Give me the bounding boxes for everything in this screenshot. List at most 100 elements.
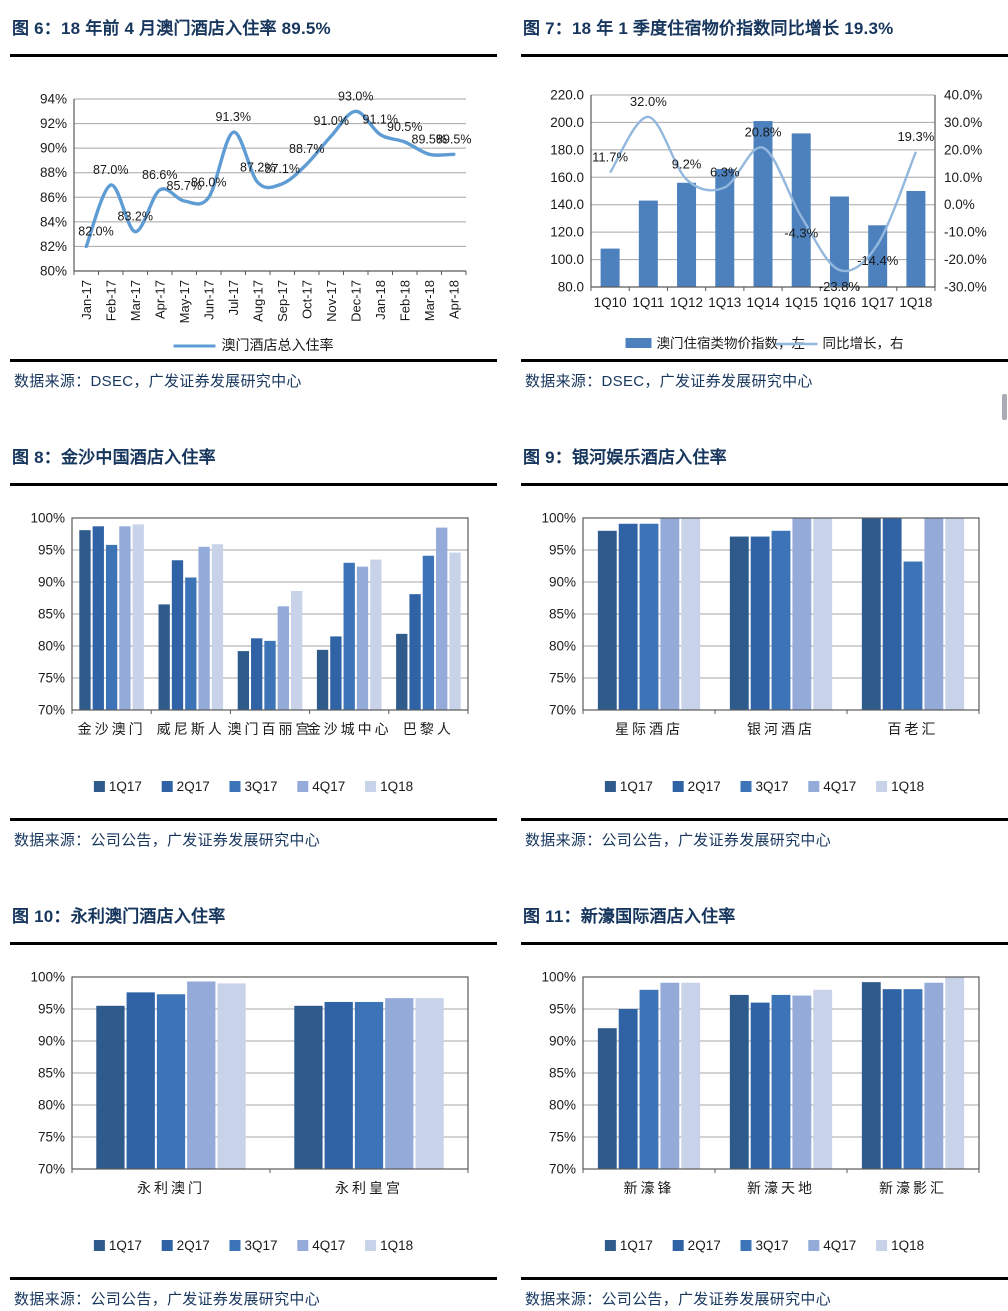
occupancy-trend-line <box>84 109 456 249</box>
x-tick-label: Jun-17 <box>201 280 216 320</box>
x-tick-label: 1Q15 <box>785 295 818 310</box>
legend-label: 3Q17 <box>244 779 277 794</box>
occupancy-bar <box>660 982 680 1169</box>
occupancy-bar <box>771 530 791 710</box>
right-y-tick-label: 30.0% <box>944 115 982 130</box>
legend-swatch <box>297 781 309 792</box>
occupancy-bar <box>681 982 701 1169</box>
legend-label: 2Q17 <box>177 779 210 794</box>
x-tick-label: Jul-17 <box>226 280 241 315</box>
data-point-label: -23.8% <box>819 279 861 294</box>
occupancy-bar <box>251 638 263 710</box>
legend-label: 1Q17 <box>620 779 653 794</box>
category-label: 金沙城中心 <box>307 721 392 737</box>
y-tick-label: 70% <box>549 1162 576 1177</box>
occupancy-bar <box>903 561 923 710</box>
occupancy-bar <box>290 590 303 710</box>
y-tick-label: 95% <box>38 543 65 558</box>
legend: 1Q17 2Q17 3Q17 4Q17 1Q18 <box>93 779 413 794</box>
y-tick-label: 80% <box>40 264 67 279</box>
index-bar <box>868 225 888 287</box>
melco-bar-chart: 70% 75% 80% 85% 90% 95% 100% 新濠锋 新濠天地 新濠影汇 1Q17 2Q1… <box>541 970 980 1253</box>
y-tick-label: 80% <box>549 1098 576 1113</box>
occupancy-bar <box>882 518 902 710</box>
legend-label: 1Q17 <box>109 1238 142 1253</box>
data-point-label: 32.0% <box>630 94 667 109</box>
footer-rule <box>10 359 497 362</box>
chart-area: 70% 75% 80% 85% 90% 95% 100% 新濠锋 新濠天地 新濠影汇 1Q17 2Q1… <box>521 945 1008 1277</box>
y-tick-label: 82% <box>40 239 67 254</box>
sands-china-bar-chart: 70% 75% 80% 85% 90% 95% 100% 金沙澳门 威尼斯人 澳门百丽宫金沙城中心… <box>30 511 469 794</box>
y-tick-label: 85% <box>549 607 576 622</box>
x-tick-label: Nov-17 <box>324 280 339 322</box>
occupancy-bar <box>409 594 421 710</box>
occupancy-bar <box>237 651 250 710</box>
occupancy-bar <box>126 992 155 1169</box>
occupancy-bar <box>924 982 944 1169</box>
title-rule <box>10 54 497 57</box>
right-y-tick-label: -30.0% <box>944 280 987 295</box>
x-tick-label: Apr-18 <box>446 280 461 319</box>
occupancy-bar <box>813 989 833 1169</box>
category-label: 金沙澳门 <box>78 721 146 737</box>
x-tick-label: Jan-17 <box>79 280 94 320</box>
legend-label: 同比增长，右 <box>823 336 904 351</box>
title-rule <box>10 483 497 486</box>
occupancy-bar <box>449 552 461 710</box>
occupancy-bar <box>92 526 104 710</box>
right-y-tick-label: -20.0% <box>944 252 987 267</box>
figure-title: 图 10：永利澳门酒店入住率 <box>12 907 226 926</box>
y-tick-label: 92% <box>40 116 67 131</box>
data-point-label: 88.7% <box>289 142 324 156</box>
occupancy-bar <box>324 1001 353 1169</box>
data-point-label: 20.8% <box>745 125 782 140</box>
x-tick-label: Aug-17 <box>250 280 265 322</box>
occupancy-bar <box>294 1005 323 1169</box>
x-tick-label: Dec-17 <box>348 280 363 322</box>
legend-label: 2Q17 <box>177 1238 210 1253</box>
y-tick-label: 94% <box>40 92 67 107</box>
left-y-tick-label: 120.0 <box>550 225 584 240</box>
footer-rule <box>10 818 497 821</box>
panel-fig6: 图 6：18 年前 4 月澳门酒店入住率 89.5% 80% 82% 84% 86% 8… <box>10 8 497 393</box>
y-tick-label: 80% <box>38 1098 65 1113</box>
occupancy-bar <box>750 1002 770 1169</box>
data-point-label: 86.6% <box>142 168 177 182</box>
occupancy-bar <box>813 518 833 710</box>
y-tick-label: 100% <box>30 511 65 526</box>
category-label: 澳门百丽宫 <box>228 721 313 737</box>
figure-title: 图 11：新濠国际酒店入住率 <box>523 907 736 926</box>
legend-swatch <box>297 1240 309 1251</box>
occupancy-bar <box>618 1009 638 1169</box>
footer-rule <box>10 1277 497 1280</box>
source-note: 数据来源：DSEC，广发证券发展研究中心 <box>14 373 302 390</box>
legend-bar-swatch <box>625 338 652 348</box>
y-tick-label: 90% <box>40 141 67 156</box>
left-y-tick-label: 100.0 <box>550 252 584 267</box>
chart-area: 80.0 100.0 120.0 140.0 160.0 180.0 200.0 220.0 -… <box>521 57 1008 359</box>
legend-label: 1Q18 <box>380 1238 413 1253</box>
data-point-label: -4.3% <box>784 226 818 241</box>
panel-fig7: 图 7：18 年 1 季度住宿物价指数同比增长 19.3% 80.0 100.0 1… <box>521 8 1008 393</box>
y-tick-label: 75% <box>549 671 576 686</box>
y-tick-label: 95% <box>38 1002 65 1017</box>
y-tick-label: 80% <box>38 639 65 654</box>
chart-area: 70% 75% 80% 85% 90% 95% 100% 星际酒店 银河酒店 百老汇 1Q17 2Q1… <box>521 486 1008 818</box>
plot-border <box>582 517 980 711</box>
occupancy-line-chart: 80% 82% 84% 86% 88% 90% 92% 94% 82.0% 87.0% 83.2% 8… <box>40 89 472 353</box>
right-y-tick-label: -10.0% <box>944 225 987 240</box>
occupancy-bar <box>681 518 701 710</box>
occupancy-bar <box>861 518 881 710</box>
x-tick-label: 1Q11 <box>632 295 664 310</box>
legend-swatch <box>876 1240 888 1251</box>
legend-swatch <box>365 1240 377 1251</box>
y-tick-label: 85% <box>549 1066 576 1081</box>
category-label: 新濠影汇 <box>879 1180 947 1196</box>
legend: 1Q17 2Q17 3Q17 4Q17 1Q18 <box>604 1238 924 1253</box>
legend-label: 澳门住宿类物价指数，左 <box>657 335 806 351</box>
occupancy-bar <box>156 994 186 1169</box>
occupancy-bar <box>771 994 791 1169</box>
galaxy-bar-chart: 70% 75% 80% 85% 90% 95% 100% 星际酒店 银河酒店 百老汇 1Q17 2Q1… <box>541 511 980 794</box>
index-bar <box>677 182 697 287</box>
legend-label: 3Q17 <box>244 1238 277 1253</box>
